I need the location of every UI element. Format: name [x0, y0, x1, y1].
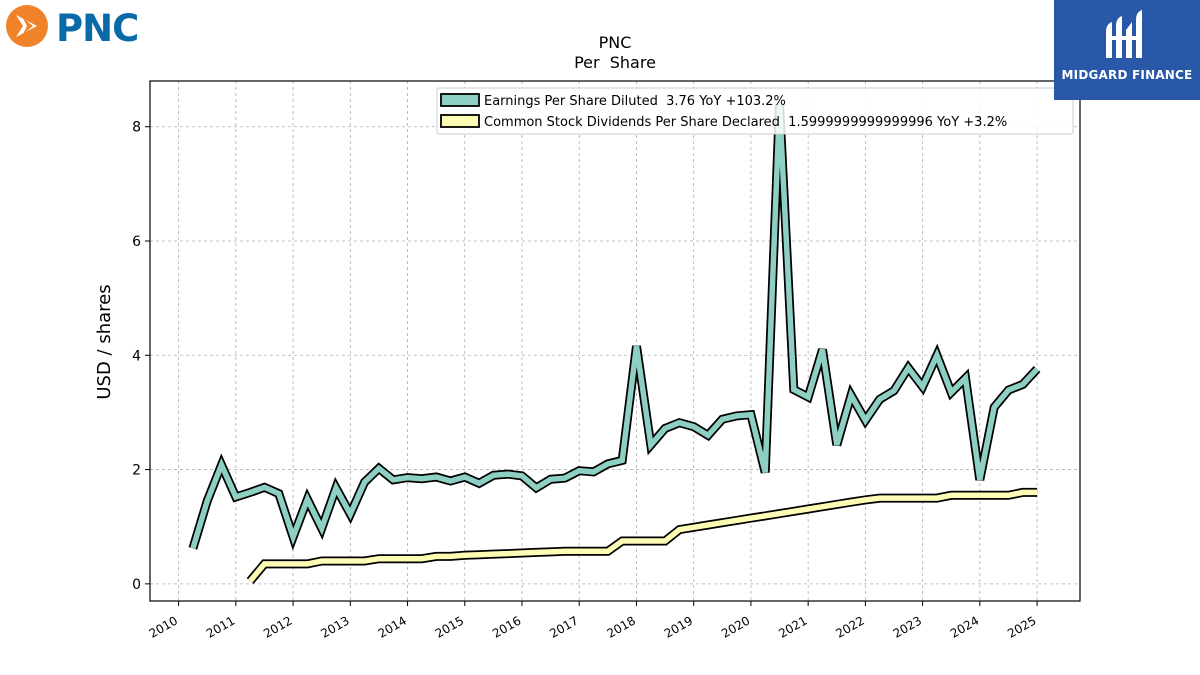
midgard-finance-logo: MIDGARD FINANCE	[1054, 0, 1200, 100]
y-axis-label: USD / shares	[94, 284, 115, 399]
x-tick-label: 2024	[948, 613, 981, 640]
midgard-logo-icon	[1106, 10, 1142, 58]
legend-swatch-eps	[440, 93, 480, 107]
chart-subtitle: Per Share	[574, 53, 656, 72]
series-lines	[188, 103, 1041, 584]
x-tick-label: 2022	[833, 613, 866, 640]
series-outline-0	[188, 103, 1041, 551]
x-tick-label: 2016	[490, 613, 523, 640]
legend-box	[436, 87, 1074, 135]
legend-label-dividends: Common Stock Dividends Per Share Declare…	[484, 115, 1007, 130]
y-tick-label: 0	[132, 577, 141, 593]
midgard-logo-text: MIDGARD FINANCE	[1061, 68, 1193, 82]
y-tick-label: 2	[132, 463, 141, 479]
x-tick-label: 2014	[376, 613, 409, 640]
series-outline-1	[246, 487, 1038, 584]
x-tick-label: 2019	[662, 613, 695, 640]
x-tick-label: 2015	[433, 613, 466, 640]
chart-title: PNC	[599, 33, 632, 52]
x-tick-label: 2013	[318, 613, 351, 640]
legend-swatch-dividends	[440, 114, 480, 128]
legend-label-eps: Earnings Per Share Diluted 3.76 YoY +103…	[484, 94, 786, 109]
x-tick-label: 2021	[776, 613, 809, 640]
x-tick-label: 2018	[605, 613, 638, 640]
x-tick-label: 2011	[204, 613, 237, 640]
y-tick-label: 8	[132, 120, 141, 136]
series-line-0	[190, 103, 1040, 550]
grid-lines	[150, 81, 1080, 601]
x-tick-label: 2012	[261, 613, 294, 640]
x-tick-label: 2025	[1005, 613, 1038, 640]
series-line-1	[248, 489, 1038, 583]
y-tick-label: 4	[132, 348, 141, 364]
pnc-logo-icon	[6, 5, 48, 47]
x-tick-label: 2020	[719, 613, 752, 640]
pnc-logo-text: PNC	[56, 7, 139, 50]
pnc-logo: PNC	[6, 5, 156, 50]
legend: Earnings Per Share Diluted 3.76 YoY +103…	[436, 87, 1074, 135]
x-tick-label: 2023	[891, 613, 924, 640]
plot-frame	[149, 80, 1081, 602]
x-tick-label: 2017	[547, 613, 580, 640]
y-tick-label: 6	[132, 234, 141, 250]
x-tick-label: 2010	[147, 613, 180, 640]
